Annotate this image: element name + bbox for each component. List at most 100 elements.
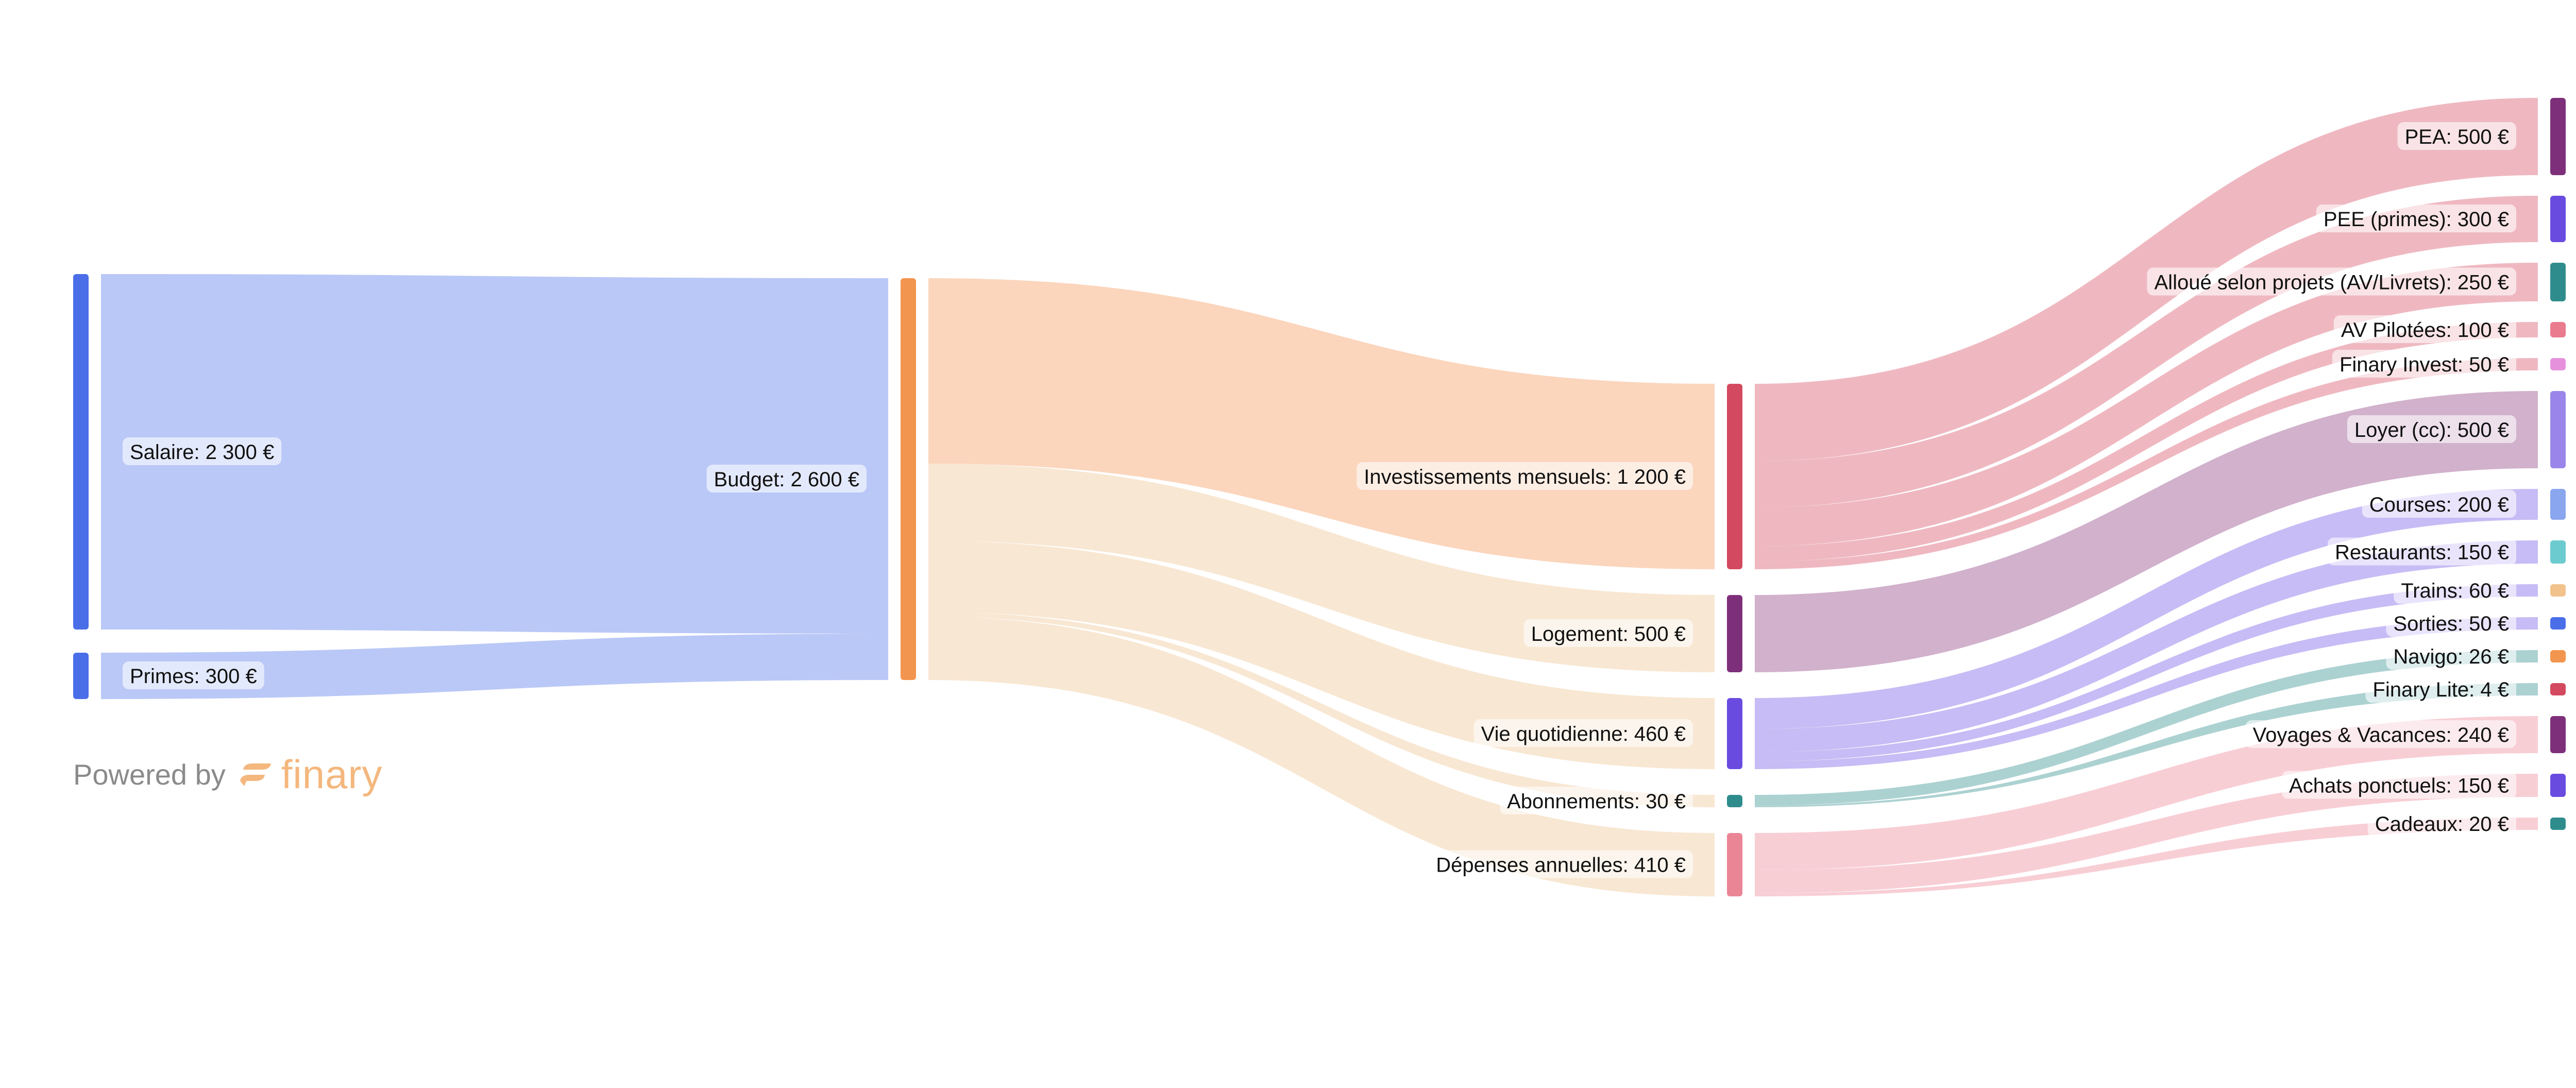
node-label-text: Dépenses annuelles: 410 €	[1436, 854, 1686, 877]
node-primes[interactable]	[73, 653, 89, 699]
flow-depenses-to-cadeaux[interactable]	[1755, 818, 2538, 896]
node-label-text: Trains: 60 €	[2401, 580, 2509, 602]
powered-by-text: Powered by	[73, 758, 226, 791]
node-label-background	[2347, 415, 2516, 443]
node-courses[interactable]	[2550, 489, 2566, 520]
flow-invest-to-finaryinvest[interactable]	[1755, 358, 2538, 569]
node-label-background	[1500, 787, 1693, 814]
flow-invest-to-pee[interactable]	[1755, 196, 2538, 507]
node-label-loyer: Loyer (cc): 500 €	[2347, 415, 2516, 443]
node-vie[interactable]	[1727, 698, 1742, 769]
node-label-background	[2332, 350, 2516, 378]
node-label-text: Loyer (cc): 500 €	[2354, 419, 2509, 441]
flow-vie-to-trains[interactable]	[1755, 584, 2538, 761]
node-av[interactable]	[2550, 322, 2566, 337]
node-label-background	[2362, 490, 2516, 518]
flow-invest-to-av[interactable]	[1755, 322, 2538, 562]
node-logement[interactable]	[1727, 595, 1742, 672]
node-label-vie: Vie quotidienne: 460 €	[1473, 719, 1693, 747]
node-label-background	[2282, 771, 2516, 799]
finary-logo-icon	[240, 763, 271, 786]
node-navigo[interactable]	[2550, 650, 2566, 662]
flow-budget-to-abonnements[interactable]	[928, 612, 1715, 807]
node-label-background	[2245, 720, 2516, 748]
node-label-text: PEE (primes): 300 €	[2324, 208, 2509, 231]
flow-salaire-to-budget[interactable]	[101, 274, 888, 634]
node-label-primes: Primes: 300 €	[123, 661, 264, 689]
node-label-cadeaux: Cadeaux: 20 €	[2367, 809, 2516, 837]
node-label-background	[2333, 315, 2516, 343]
flow-budget-to-depenses[interactable]	[928, 617, 1715, 896]
node-restaurants[interactable]	[2550, 540, 2566, 564]
node-label-logement: Logement: 500 €	[1523, 619, 1693, 647]
node-label-text: Voyages & Vacances: 240 €	[2253, 724, 2509, 746]
node-label-text: PEA: 500 €	[2405, 126, 2509, 148]
node-label-text: Logement: 500 €	[1531, 623, 1686, 645]
node-label-av: AV Pilotées: 100 €	[2333, 315, 2516, 343]
flow-invest-to-pea[interactable]	[1755, 98, 2538, 461]
node-label-text: Alloué selon projets (AV/Livrets): 250 €	[2155, 271, 2510, 294]
node-depenses[interactable]	[1727, 833, 1742, 896]
flow-vie-to-sorties[interactable]	[1755, 617, 2538, 769]
node-label-alloue: Alloué selon projets (AV/Livrets): 250 €	[2147, 267, 2516, 296]
node-loyer[interactable]	[2550, 391, 2566, 468]
flow-abonnements-to-finarylite[interactable]	[1755, 683, 2538, 807]
node-label-background	[2328, 537, 2516, 566]
node-label-text: Salaire: 2 300 €	[130, 441, 274, 464]
node-voyages[interactable]	[2550, 716, 2566, 753]
node-sorties[interactable]	[2550, 617, 2566, 630]
node-label-text: Vie quotidienne: 460 €	[1481, 723, 1686, 745]
node-label-text: Sorties: 50 €	[2393, 613, 2509, 635]
node-label-background	[2386, 642, 2516, 670]
node-budget[interactable]	[901, 278, 916, 680]
node-salaire[interactable]	[73, 274, 89, 630]
node-label-text: Restaurants: 150 €	[2335, 541, 2509, 564]
node-label-background	[1357, 462, 1693, 490]
node-invest[interactable]	[1727, 384, 1742, 569]
node-pee[interactable]	[2550, 196, 2566, 242]
flow-vie-to-courses[interactable]	[1755, 489, 2538, 729]
finary-logo: finary	[239, 751, 383, 798]
node-trains[interactable]	[2550, 584, 2566, 597]
flow-invest-to-alloue[interactable]	[1755, 263, 2538, 546]
flow-depenses-to-voyages[interactable]	[1755, 716, 2538, 870]
node-alloue[interactable]	[2550, 263, 2566, 301]
node-label-background	[2147, 267, 2516, 296]
node-label-text: Primes: 300 €	[130, 665, 257, 688]
flow-depenses-to-achats[interactable]	[1755, 774, 2538, 893]
node-label-background	[1429, 850, 1693, 878]
flow-vie-to-restaurants[interactable]	[1755, 540, 2538, 752]
node-finaryinvest[interactable]	[2550, 358, 2566, 370]
node-finarylite[interactable]	[2550, 683, 2566, 695]
node-label-background	[1473, 719, 1693, 747]
node-label-achats: Achats ponctuels: 150 €	[2282, 771, 2516, 799]
finary-logo-text: finary	[281, 752, 383, 797]
node-achats[interactable]	[2550, 774, 2566, 797]
node-label-voyages: Voyages & Vacances: 240 €	[2245, 720, 2516, 748]
flow-budget-to-invest[interactable]	[928, 278, 1715, 569]
node-label-abonnements: Abonnements: 30 €	[1500, 787, 1693, 814]
flow-logement-to-loyer[interactable]	[1755, 391, 2538, 672]
node-pea[interactable]	[2550, 98, 2566, 175]
flow-abonnements-to-navigo[interactable]	[1755, 650, 2538, 806]
node-abonnements[interactable]	[1727, 795, 1742, 807]
node-label-background	[2397, 122, 2516, 150]
node-label-finarylite: Finary Lite: 4 €	[2365, 675, 2516, 703]
node-cadeaux[interactable]	[2550, 818, 2566, 830]
node-label-background	[2386, 609, 2516, 637]
node-label-text: AV Pilotées: 100 €	[2341, 319, 2509, 342]
node-label-text: Finary Lite: 4 €	[2372, 678, 2509, 701]
flow-primes-to-budget[interactable]	[101, 634, 888, 699]
node-label-background	[2367, 809, 2516, 837]
node-label-background	[123, 437, 282, 465]
flow-budget-to-logement[interactable]	[928, 464, 1715, 672]
flow-budget-to-vie[interactable]	[928, 541, 1715, 769]
labels-layer: Salaire: 2 300 € Primes: 300 € Budget: 2 6…	[123, 122, 2516, 878]
node-label-trains: Trains: 60 €	[2394, 576, 2516, 604]
node-label-background	[706, 465, 867, 492]
node-label-text: Finary Invest: 50 €	[2340, 353, 2509, 376]
node-label-salaire: Salaire: 2 300 €	[123, 437, 282, 465]
node-label-background	[2365, 675, 2516, 703]
node-label-text: Courses: 200 €	[2369, 494, 2509, 516]
